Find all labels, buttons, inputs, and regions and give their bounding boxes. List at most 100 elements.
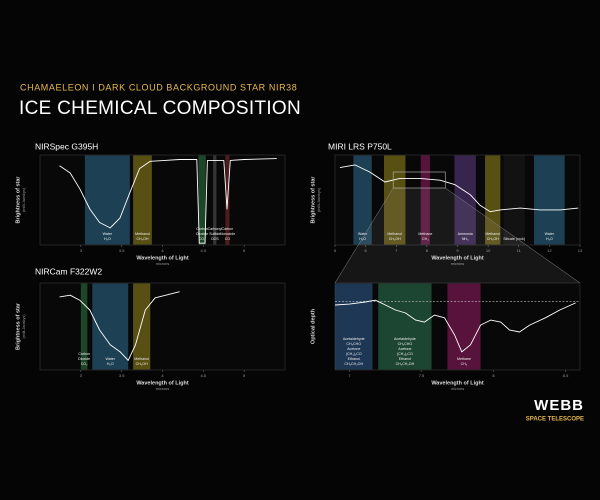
zoom-box: [392, 171, 446, 189]
band-label: Water: [103, 232, 113, 236]
band-label: Carbonyl: [208, 227, 223, 231]
x-tick-label: 9: [456, 248, 459, 253]
band-label: CH₃OH: [389, 237, 401, 241]
band-label: Silicate (rock): [503, 237, 525, 241]
band-label: H₂O: [359, 237, 366, 241]
x-tick-label: 4: [161, 373, 164, 378]
band-label: Monoxide: [220, 232, 236, 236]
panel-title: MIRI LRS P750L: [328, 141, 392, 151]
zoom-connector: [335, 188, 580, 283]
x-tick-label: 12: [547, 248, 552, 253]
x-axis-label: Wavelength of Light: [136, 255, 189, 261]
x-tick-label: 8: [492, 373, 495, 378]
band-label: CH₃OH: [136, 362, 148, 366]
band-label: Sulfide: [209, 232, 220, 236]
band-label: Dioxide: [196, 232, 208, 236]
subtitle: CHAMAELEON I DARK CLOUD BACKGROUND STAR …: [20, 82, 297, 92]
band-label: Water: [358, 232, 368, 236]
x-axis-unit: microns: [451, 262, 464, 266]
band-label: CO₂: [81, 362, 88, 366]
absorption-band: [80, 283, 88, 370]
band-label: Methanol: [134, 357, 149, 361]
band-label: CH₃CH₂OH: [396, 362, 415, 366]
y-axis-label: Brightness of star: [15, 302, 21, 350]
plot-frame: [39, 154, 286, 246]
absorption-band: [447, 283, 481, 370]
absorption-band: [384, 155, 406, 245]
band-label: CH₃OH: [136, 237, 148, 241]
band-label: Methane: [457, 357, 471, 361]
logo-name: WEBB: [534, 397, 584, 414]
x-tick-label: 11: [517, 248, 522, 253]
x-tick-label: 3: [80, 373, 83, 378]
band-label: Ethanol: [348, 357, 360, 361]
band-label: Water: [545, 232, 555, 236]
y-axis-label: Optical depth: [310, 308, 316, 344]
title: ICE CHEMICAL COMPOSITION: [19, 98, 301, 119]
x-tick-label: 7: [348, 373, 351, 378]
x-tick-label: 7: [395, 248, 398, 253]
x-tick-label: 13: [578, 248, 583, 253]
band-label: Carbon: [196, 227, 208, 231]
absorption-band: [534, 155, 565, 245]
band-label: Carbon: [222, 227, 234, 231]
absorption-band: [133, 155, 152, 245]
panel-title: NIRCam F322W2: [35, 266, 102, 276]
x-axis-unit: microns: [451, 387, 464, 391]
band-label: H₂O: [104, 237, 111, 241]
x-tick-label: 3.5: [119, 248, 125, 253]
absorption-band: [198, 155, 206, 245]
band-label: Water: [106, 357, 116, 361]
band-label: Acetaldehyde: [394, 337, 416, 341]
band-label: Methane: [418, 232, 432, 236]
band-label: NH₃: [462, 237, 469, 241]
band-label: H₂O: [107, 362, 114, 366]
band-label: Ethanol: [399, 357, 411, 361]
x-tick-label: 4.5: [201, 373, 207, 378]
band-label: Methanol: [485, 232, 500, 236]
x-tick-label: 8: [426, 248, 429, 253]
x-axis-unit: microns: [156, 387, 169, 391]
y-axis-label: Brightness of star: [310, 176, 316, 224]
absorption-band: [454, 155, 476, 245]
band-label: CH₃OH: [487, 237, 499, 241]
x-tick-label: 4.5: [201, 248, 207, 253]
x-tick-label: 5: [334, 248, 337, 253]
absorption-band: [378, 283, 432, 370]
x-tick-label: 5: [243, 248, 246, 253]
band-label: CH₄: [461, 362, 468, 366]
x-tick-label: 3: [80, 248, 83, 253]
x-tick-label: 3.5: [119, 373, 125, 378]
band-label: Acetaldehyde: [343, 337, 365, 341]
band-label: Methanol: [135, 232, 150, 236]
spectrum-line: [59, 158, 277, 244]
logo-tagline: SPACE TELESCOPE: [526, 417, 584, 423]
y-axis-unit: (milli-Janskys): [22, 314, 26, 339]
x-tick-label: 4: [161, 248, 164, 253]
x-axis-label: Wavelength of Light: [136, 380, 189, 386]
band-label: Acetone: [347, 347, 360, 351]
absorption-band: [503, 155, 525, 245]
absorption-band: [485, 155, 501, 245]
band-label: Ammonia: [458, 232, 473, 236]
y-axis-unit: (milli-Janskys): [317, 187, 321, 212]
band-label: H₂O: [546, 237, 553, 241]
zoom-line: [445, 187, 581, 284]
absorption-band: [133, 283, 151, 370]
x-tick-label: 10: [486, 248, 491, 253]
band-label: (CH₃)₂CO: [346, 352, 362, 356]
spectrum-line: [339, 164, 579, 213]
absorption-band: [353, 155, 372, 245]
band-label: CO: [225, 237, 231, 241]
band-label: OCS: [211, 237, 219, 241]
band-label: CH₃CHO: [398, 342, 413, 346]
x-axis-unit: microns: [156, 262, 169, 266]
band-label: (CH₃)₂CO: [397, 352, 413, 356]
x-tick-label: 7.5: [419, 373, 425, 378]
x-axis-label: Wavelength of Light: [431, 380, 484, 386]
absorption-band: [213, 155, 217, 245]
y-axis-label: Brightness of star: [15, 176, 21, 224]
